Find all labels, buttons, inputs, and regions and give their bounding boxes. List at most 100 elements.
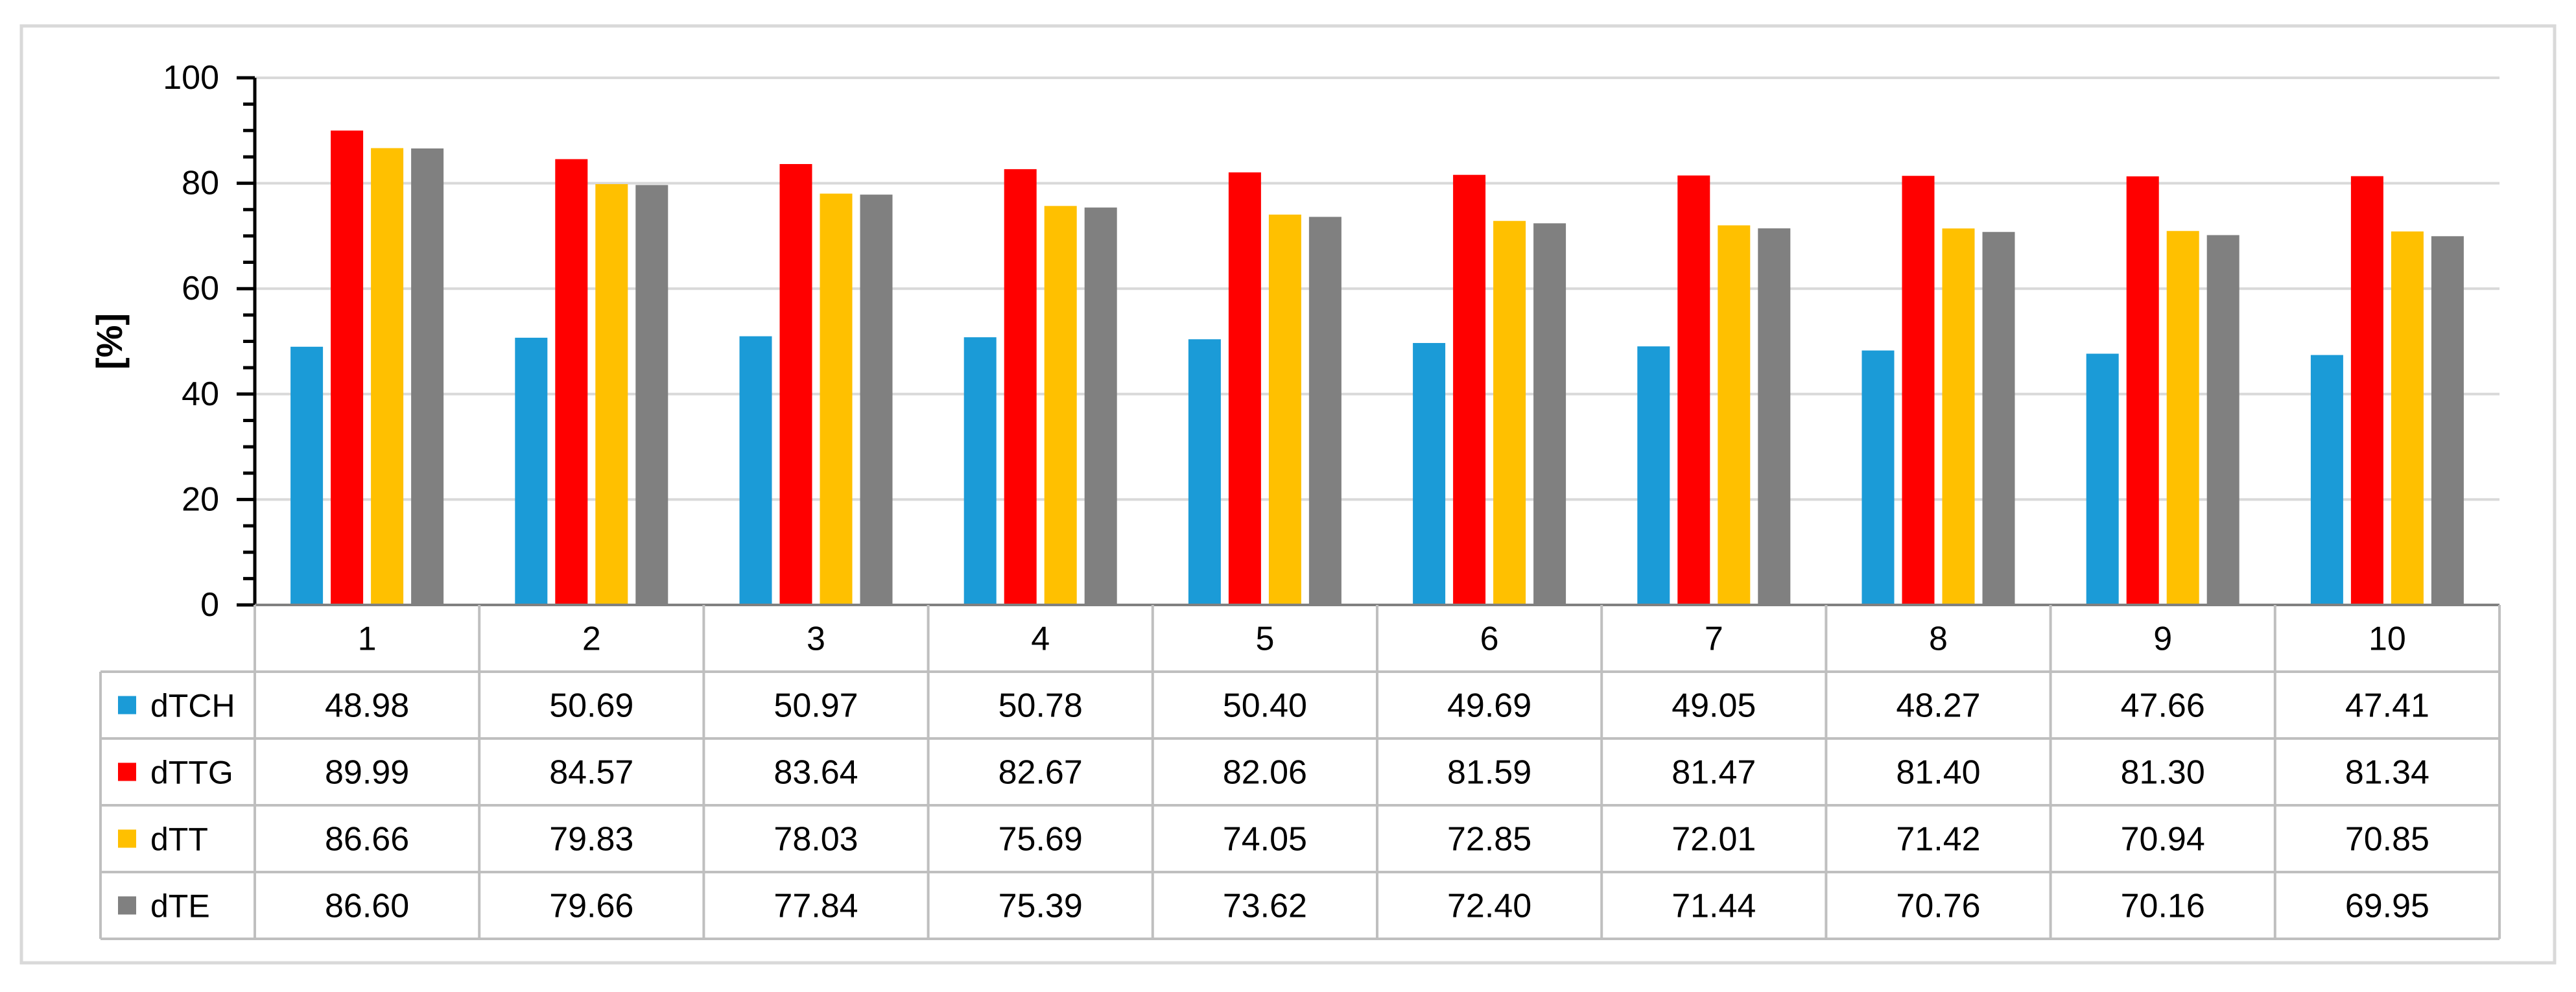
bar-dTCH-6 (1413, 343, 1446, 605)
bar-dTT-6 (1493, 220, 1526, 605)
data-label: 81.40 (1896, 754, 1980, 792)
data-label: 81.30 (2121, 754, 2205, 792)
legend-key-dTE (118, 896, 136, 915)
bar-dTT-5 (1268, 214, 1301, 605)
data-label: 48.27 (1896, 687, 1980, 725)
bar-dTCH-9 (2086, 353, 2119, 605)
bar-dTT-4 (1044, 206, 1077, 606)
data-label: 89.99 (325, 754, 409, 792)
data-label: 79.83 (549, 821, 633, 858)
data-label: 86.60 (325, 888, 409, 925)
bar-dTCH-1 (290, 346, 324, 605)
data-label: 47.41 (2345, 687, 2429, 725)
bar-dTTG-9 (2126, 176, 2159, 605)
bar-dTTG-5 (1228, 172, 1261, 606)
data-label: 50.78 (998, 687, 1083, 725)
data-label: 71.42 (1896, 821, 1980, 858)
legend-key-dTT (118, 829, 136, 848)
legend-key-dTTG (118, 762, 136, 781)
y-axis-title: [%] (89, 313, 130, 370)
bar-dTTG-7 (1677, 175, 1710, 605)
bar-dTE-5 (1308, 217, 1341, 606)
bar-dTCH-7 (1637, 346, 1670, 605)
category-label: 10 (2369, 620, 2406, 658)
data-label: 81.34 (2345, 754, 2429, 792)
bar-dTTG-3 (779, 164, 812, 605)
y-tick-label: 0 (200, 586, 219, 624)
data-label: 82.67 (998, 754, 1083, 792)
category-label: 5 (1255, 620, 1274, 658)
y-tick-label: 60 (182, 270, 219, 307)
category-label: 8 (1929, 620, 1948, 658)
y-tick-label: 80 (182, 165, 219, 202)
bar-dTT-2 (595, 183, 628, 606)
data-label: 71.44 (1672, 888, 1756, 925)
data-label: 48.98 (325, 687, 409, 725)
bar-dTE-9 (2206, 235, 2239, 605)
bar-dTCH-3 (739, 336, 772, 605)
data-label: 81.47 (1672, 754, 1756, 792)
bar-dTE-3 (860, 195, 893, 606)
category-label: 3 (807, 620, 825, 658)
bar-dTCH-10 (2310, 355, 2343, 605)
y-tick-label: 20 (182, 480, 219, 518)
series-name: dTE (150, 888, 210, 925)
data-label: 86.66 (325, 821, 409, 858)
bar-dTTG-2 (555, 159, 588, 605)
data-label: 69.95 (2345, 888, 2429, 925)
data-label: 72.01 (1672, 821, 1756, 858)
series-name: dTTG (150, 755, 233, 791)
bar-dTE-4 (1084, 207, 1117, 605)
bar-dTTG-6 (1453, 174, 1486, 605)
bar-dTTG-8 (1902, 176, 1935, 605)
data-label: 73.62 (1223, 888, 1307, 925)
bar-dTT-9 (2166, 231, 2199, 605)
category-label: 9 (2153, 620, 2172, 658)
category-label: 7 (1705, 620, 1723, 658)
bar-dTT-8 (1942, 228, 1975, 605)
bar-dTE-8 (1982, 231, 2015, 605)
data-label: 50.40 (1223, 687, 1307, 725)
category-label: 6 (1480, 620, 1499, 658)
data-label: 70.94 (2121, 821, 2205, 858)
bar-dTE-6 (1533, 223, 1566, 605)
data-label: 50.97 (774, 687, 858, 725)
bar-dTCH-2 (515, 337, 548, 605)
data-label: 74.05 (1223, 821, 1307, 858)
bar-dTT-3 (820, 193, 853, 605)
data-label: 72.85 (1447, 821, 1531, 858)
data-label: 83.64 (774, 754, 858, 792)
data-label: 75.69 (998, 821, 1083, 858)
data-label: 79.66 (549, 888, 633, 925)
data-label: 84.57 (549, 754, 633, 792)
category-label: 2 (582, 620, 601, 658)
data-label: 70.76 (1896, 888, 1980, 925)
bar-dTE-10 (2431, 236, 2464, 605)
category-label: 4 (1031, 620, 1050, 658)
data-label: 77.84 (774, 888, 858, 925)
bar-dTT-10 (2391, 231, 2424, 605)
series-name: dTT (150, 821, 208, 858)
data-label: 75.39 (998, 888, 1083, 925)
data-label: 70.16 (2121, 888, 2205, 925)
category-label: 1 (358, 620, 377, 658)
bar-dTTG-1 (331, 130, 364, 606)
data-label: 49.69 (1447, 687, 1531, 725)
y-tick-label: 100 (163, 59, 219, 97)
data-label: 49.05 (1672, 687, 1756, 725)
data-label: 72.40 (1447, 888, 1531, 925)
data-label: 78.03 (774, 821, 858, 858)
legend-key-dTCH (118, 696, 136, 714)
data-label: 81.59 (1447, 754, 1531, 792)
bar-dTT-7 (1718, 225, 1751, 605)
bar-dTCH-4 (963, 337, 997, 605)
data-label: 50.69 (549, 687, 633, 725)
bar-dTE-2 (635, 185, 668, 605)
data-label: 47.66 (2121, 687, 2205, 725)
bar-dTCH-5 (1188, 339, 1221, 605)
bar-dTE-7 (1758, 228, 1791, 605)
bar-dTT-1 (371, 148, 404, 605)
y-tick-label: 40 (182, 375, 219, 413)
